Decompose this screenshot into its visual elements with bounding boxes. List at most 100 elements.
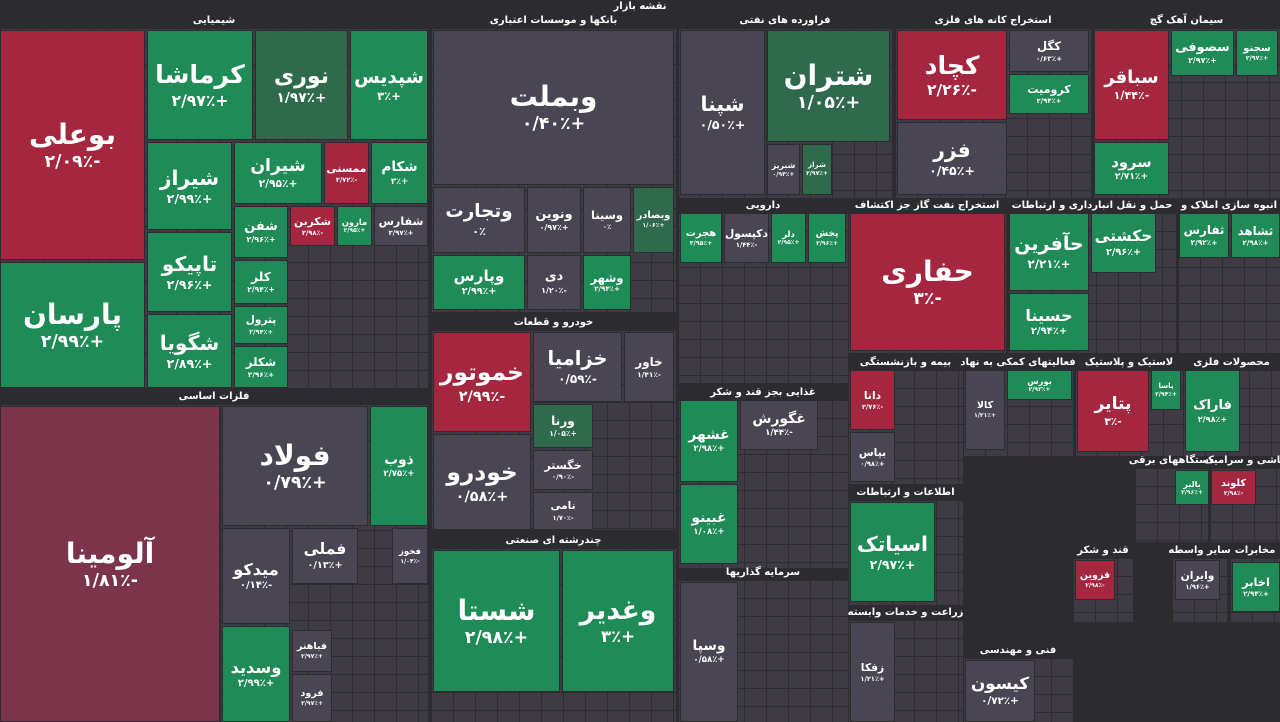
stock-name: ذوب bbox=[384, 452, 414, 469]
stock-name: وپارس bbox=[453, 267, 505, 286]
stock-change: +۲/۹۸٪ bbox=[693, 444, 725, 455]
sector-label: چندرشته ای صنعتی bbox=[505, 535, 602, 546]
stock-tile: شکربن -۲/۹۸٪ bbox=[290, 206, 335, 246]
stock-tile: بورس +۲/۹۳٪ bbox=[1007, 370, 1072, 400]
stock-tile: خودرو +۰/۵۸٪ bbox=[433, 434, 531, 530]
stock-name: خگستر bbox=[544, 458, 582, 472]
stock-tile: کیسون +۰/۷۲٪ bbox=[965, 660, 1035, 722]
stock-tile: فاراک +۲/۹۸٪ bbox=[1185, 370, 1240, 452]
sector-label: لاستیک و پلاستیک bbox=[1084, 357, 1174, 368]
stock-change: +۳٪ bbox=[377, 89, 401, 104]
stock-name: فزر bbox=[933, 137, 971, 162]
stock-change: +۲/۹۶٪ bbox=[1106, 246, 1141, 258]
stock-tile: ورنا +۱/۰۵٪ bbox=[533, 404, 593, 448]
stock-name: بورس bbox=[1027, 376, 1052, 387]
stock-tile: وایران +۱/۹۶٪ bbox=[1175, 560, 1220, 600]
stock-change: +۱/۰۶٪ bbox=[642, 222, 665, 230]
stock-tile: پاسا +۲/۹۴٪ bbox=[1151, 370, 1181, 410]
sector-label: بیمه و بازنشستگی bbox=[859, 357, 952, 368]
stock-change: -۱/۷۰٪ bbox=[552, 513, 574, 522]
stock-tile: حفاری -۳٪ bbox=[850, 213, 1005, 351]
stock-tile: پخش +۲/۹۶٪ bbox=[808, 213, 846, 263]
stock-change: +۰/۶۳٪ bbox=[1035, 53, 1063, 63]
stock-change: +۰/۷۲٪ bbox=[981, 694, 1019, 707]
stock-change: +۳٪ bbox=[601, 627, 636, 647]
stock-tile: مارون +۲/۹۵٪ bbox=[337, 206, 372, 246]
stock-name: پترول bbox=[245, 314, 277, 327]
stock-change: +۲/۹۲٪ bbox=[1190, 238, 1218, 248]
stock-tile: پتایر -۳٪ bbox=[1077, 370, 1149, 452]
stock-name: شپدیس bbox=[354, 67, 424, 89]
stock-change: +۲/۹۶٪ bbox=[166, 276, 213, 292]
stock-tile: حکشتی +۲/۹۶٪ bbox=[1091, 213, 1156, 273]
stock-name: اسیاتک bbox=[857, 531, 928, 556]
stock-change: +۰/۹۷٪ bbox=[539, 223, 569, 233]
stock-change: ۰٪ bbox=[602, 221, 612, 231]
stock-name: وبملت bbox=[509, 80, 598, 114]
stock-name: سرود bbox=[1111, 153, 1152, 171]
sector-label: بانکها و موسسات اعتباری bbox=[489, 15, 618, 26]
stock-tile: ونوین +۰/۹۷٪ bbox=[527, 187, 581, 253]
stock-tile: کلر +۲/۹۴٪ bbox=[234, 260, 288, 304]
stock-name: شفارس bbox=[378, 214, 424, 228]
stock-change: +۱/۲۱٪ bbox=[974, 412, 996, 420]
stock-change: +۰/۱۳٪ bbox=[307, 559, 343, 571]
stock-name: دانا bbox=[863, 389, 882, 403]
stock-name: کیسون bbox=[970, 674, 1030, 694]
stock-tile: خزامیا -۰/۵۹٪ bbox=[533, 332, 622, 402]
stock-change: +۲/۹۶٪ bbox=[246, 235, 276, 245]
stock-name: شتران bbox=[783, 58, 874, 92]
stock-name: کلوند bbox=[1221, 477, 1246, 489]
sector-label: حمل و نقل انبارداری و ارتباطات bbox=[1011, 200, 1173, 211]
sector-label: دستگاههای برقی bbox=[1128, 455, 1215, 466]
stock-change: -۲/۰۹٪ bbox=[44, 151, 101, 172]
sector-label: اطلاعات و ارتباطات bbox=[856, 487, 955, 498]
stock-tile: سرود +۲/۷۱٪ bbox=[1094, 142, 1169, 195]
stock-name: کرماشا bbox=[155, 60, 245, 90]
stock-change: +۰/۹۴٪ bbox=[772, 170, 795, 178]
stock-change: +۲/۹۵٪ bbox=[343, 227, 366, 235]
stock-tile: خموتور -۲/۹۹٪ bbox=[433, 332, 531, 432]
stock-tile: شراز +۲/۹۷٪ bbox=[802, 144, 832, 195]
stock-tile: فولاد +۰/۷۹٪ bbox=[222, 406, 368, 526]
stock-change: -۰/۵۹٪ bbox=[558, 371, 597, 386]
stock-tile: نامی -۱/۷۰٪ bbox=[533, 492, 593, 530]
stock-tile: دکپسول -۱/۴۴٪ bbox=[724, 213, 769, 263]
stock-change: +۲/۹۷٪ bbox=[1245, 55, 1269, 63]
stock-tile: شتران +۱/۰۵٪ bbox=[767, 30, 890, 142]
stock-name: نوری bbox=[273, 62, 330, 89]
stock-tile: ممسنی -۲/۷۲٪ bbox=[324, 142, 369, 204]
stock-name: فباهنر bbox=[296, 641, 328, 653]
stock-name: غگورش bbox=[752, 410, 806, 427]
sector-label: انبوه سازی املاک و bbox=[1180, 200, 1278, 211]
stock-name: وتجارت bbox=[445, 201, 513, 223]
stock-name: ورنا bbox=[551, 413, 575, 428]
stock-name: مارون bbox=[341, 217, 368, 228]
stock-tile: غگورش -۱/۴۴٪ bbox=[740, 400, 818, 450]
stock-name: ونوین bbox=[535, 206, 573, 222]
stock-name: فولاد bbox=[259, 438, 331, 472]
stock-tile: غشهر +۲/۹۸٪ bbox=[680, 400, 738, 482]
stock-tile: وشهر +۲/۹۴٪ bbox=[583, 255, 631, 310]
stock-change: -۲/۹۸٪ bbox=[301, 228, 324, 237]
stock-name: خزامیا bbox=[547, 347, 608, 371]
stock-tile: حآفرین +۲/۲۱٪ bbox=[1009, 213, 1089, 291]
stock-change: +۲/۹۵٪ bbox=[689, 240, 713, 248]
stock-tile: ثفارس +۲/۹۲٪ bbox=[1179, 213, 1229, 258]
stock-tile: آلومینا -۱/۸۱٪ bbox=[0, 406, 220, 722]
stock-tile: قزوین -۲/۹۸٪ bbox=[1075, 560, 1115, 600]
stock-change: +۲/۹۹٪ bbox=[40, 331, 105, 352]
stock-tile: اخابر +۲/۹۴٪ bbox=[1232, 562, 1280, 612]
stock-name: بالبر bbox=[1183, 478, 1201, 489]
stock-name: وغدیر bbox=[579, 595, 657, 626]
stock-tile: فخوز -۱/۰۴٪ bbox=[392, 528, 428, 584]
stock-name: شیران bbox=[250, 155, 306, 176]
stock-change: -۰/۱۴٪ bbox=[239, 579, 273, 591]
stock-name: وسدید bbox=[230, 657, 282, 677]
stock-change: +۲/۹۴٪ bbox=[1155, 390, 1177, 398]
stock-change: +۲/۹۴٪ bbox=[1036, 96, 1062, 105]
stock-tile: وتجارت ۰٪ bbox=[433, 187, 525, 253]
stock-change: +۲/۲۱٪ bbox=[1027, 256, 1071, 271]
stock-tile: حسینا +۲/۹۴٪ bbox=[1009, 293, 1089, 351]
